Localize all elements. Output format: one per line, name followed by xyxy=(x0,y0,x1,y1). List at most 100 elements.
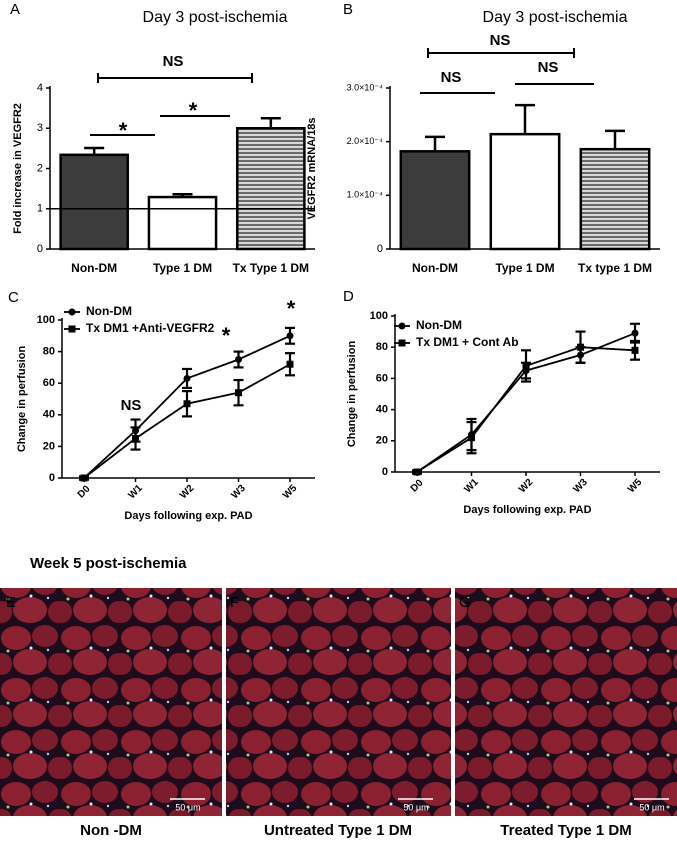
x-tick-label: W1 xyxy=(126,483,145,502)
y-tick-label: 60 xyxy=(376,372,388,384)
y-tick-label: 3 xyxy=(37,122,43,134)
bar xyxy=(489,132,561,251)
point xyxy=(183,374,191,382)
point xyxy=(286,360,294,368)
x-tick-label: Type 1 DM xyxy=(495,261,554,275)
chart-title: Day 3 post-ischemia xyxy=(143,9,288,26)
panel-letter: D xyxy=(343,288,354,305)
scale-label: 50 μm xyxy=(639,802,664,812)
annotation: NS xyxy=(490,32,511,49)
point xyxy=(522,362,530,370)
chart-panel: B Day 3 post-ischemia VEGFR2 mRNA/18s 0 1.0×… xyxy=(306,1,660,275)
y-tick-label: 80 xyxy=(43,346,55,358)
x-tick-label: Non-DM xyxy=(412,261,458,275)
point xyxy=(132,435,139,442)
x-axis-label: Days following exp. PAD xyxy=(124,510,252,522)
y-tick-label: 2 xyxy=(37,162,43,174)
panel-letter: A xyxy=(10,1,20,18)
point xyxy=(183,400,191,408)
micrograph: F 50 μm Untreated Type 1 DM xyxy=(226,588,451,839)
y-tick-label: 40 xyxy=(376,404,388,416)
panel-letter: B xyxy=(343,1,353,18)
x-tick-label: D0 xyxy=(76,483,93,500)
legend-marker xyxy=(398,339,406,347)
y-tick-label: 100 xyxy=(370,310,388,322)
x-tick-label: D0 xyxy=(409,477,426,494)
y-axis-label: VEGFR2 mRNA/18s xyxy=(306,117,318,219)
panel-letter: E xyxy=(6,594,16,611)
point xyxy=(235,389,242,397)
micrograph-caption: Non -DM xyxy=(80,822,142,839)
point xyxy=(286,332,294,340)
point xyxy=(235,356,242,363)
micrograph: E 50 μm Non -DM xyxy=(0,588,222,839)
x-tick-label: Type 1 DM xyxy=(153,261,212,275)
y-tick-label: 0 xyxy=(49,472,55,484)
micrograph: G 50 μm Treated Type 1 DM xyxy=(455,588,677,839)
x-tick-label: W1 xyxy=(462,477,481,496)
chart-panel: D Change in perfusion 0 20 40 60 80 100 D0 W1 W2 W3… xyxy=(343,288,660,516)
chart-panel: A Day 3 post-ischemia Fold increase in VEG… xyxy=(10,1,315,275)
panel-letter: G xyxy=(459,594,471,611)
bar xyxy=(579,147,651,251)
y-tick-label: 60 xyxy=(43,377,55,389)
legend-label: Non-DM xyxy=(86,304,132,318)
micrograph-image xyxy=(455,588,677,816)
x-tick-label: W2 xyxy=(517,477,536,496)
point xyxy=(577,343,584,351)
x-tick-label: W3 xyxy=(571,477,590,496)
y-tick-label: 0 xyxy=(37,243,43,255)
panel-letter: C xyxy=(8,289,19,306)
point xyxy=(468,434,475,442)
x-tick-label: Non-DM xyxy=(71,261,117,275)
annotation: * xyxy=(287,296,296,321)
bar xyxy=(399,150,471,251)
bar xyxy=(236,127,306,251)
point xyxy=(80,474,88,482)
bar xyxy=(147,195,218,251)
y-tick-label: 1.0×10⁻⁴ xyxy=(347,190,384,200)
legend-label: Tx DM1 +Anti-VEGFR2 xyxy=(86,321,215,335)
micrograph-image xyxy=(0,588,222,816)
x-tick-label: W3 xyxy=(229,483,248,502)
chart-title: Day 3 post-ischemia xyxy=(483,9,628,26)
point xyxy=(631,346,639,354)
y-tick-label: 20 xyxy=(43,440,55,452)
y-tick-label: 40 xyxy=(43,409,55,421)
x-axis-label: Days following exp. PAD xyxy=(463,504,591,516)
y-axis-label: Change in perfusion xyxy=(346,341,358,448)
y-tick-label: 20 xyxy=(376,435,388,447)
y-tick-label: 1 xyxy=(37,203,43,215)
legend-marker xyxy=(68,308,76,316)
y-tick-label: 0 xyxy=(377,243,383,255)
x-tick-label: W5 xyxy=(281,483,300,502)
annotation: NS xyxy=(538,59,559,76)
micrograph-row: Week 5 post-ischemia E 50 μm Non -DM F 5… xyxy=(0,555,677,839)
scale-label: 50 μm xyxy=(403,802,428,812)
micrograph-caption: Treated Type 1 DM xyxy=(500,822,631,839)
x-tick-label: W5 xyxy=(626,477,645,496)
annotation: NS xyxy=(121,397,142,414)
panel-letter: F xyxy=(230,594,239,611)
point xyxy=(413,468,421,476)
y-tick-label: 2.0×10⁻⁴ xyxy=(347,136,384,146)
y-tick-label: 3.0×10⁻⁴ xyxy=(347,82,384,92)
y-tick-label: 80 xyxy=(376,341,388,353)
y-axis-label: Fold increase in VEGFR2 xyxy=(12,103,24,234)
legend-label: Tx DM1 + Cont Ab xyxy=(416,335,519,349)
annotation: NS xyxy=(441,69,462,86)
micrograph-image xyxy=(226,588,451,816)
y-tick-label: 4 xyxy=(37,82,43,94)
legend-label: Non-DM xyxy=(416,318,462,332)
x-tick-label: W2 xyxy=(178,483,197,502)
x-tick-label: Tx type 1 DM xyxy=(578,261,652,275)
y-axis-label: Change in perfusion xyxy=(16,346,28,453)
bar xyxy=(59,153,129,251)
micrograph-caption: Untreated Type 1 DM xyxy=(264,822,412,839)
y-tick-label: 100 xyxy=(37,314,55,326)
x-tick-label: Tx Type 1 DM xyxy=(233,261,309,275)
y-tick-label: 0 xyxy=(382,466,388,478)
annotation: NS xyxy=(163,53,184,70)
legend-marker xyxy=(398,322,406,330)
point xyxy=(631,329,639,337)
